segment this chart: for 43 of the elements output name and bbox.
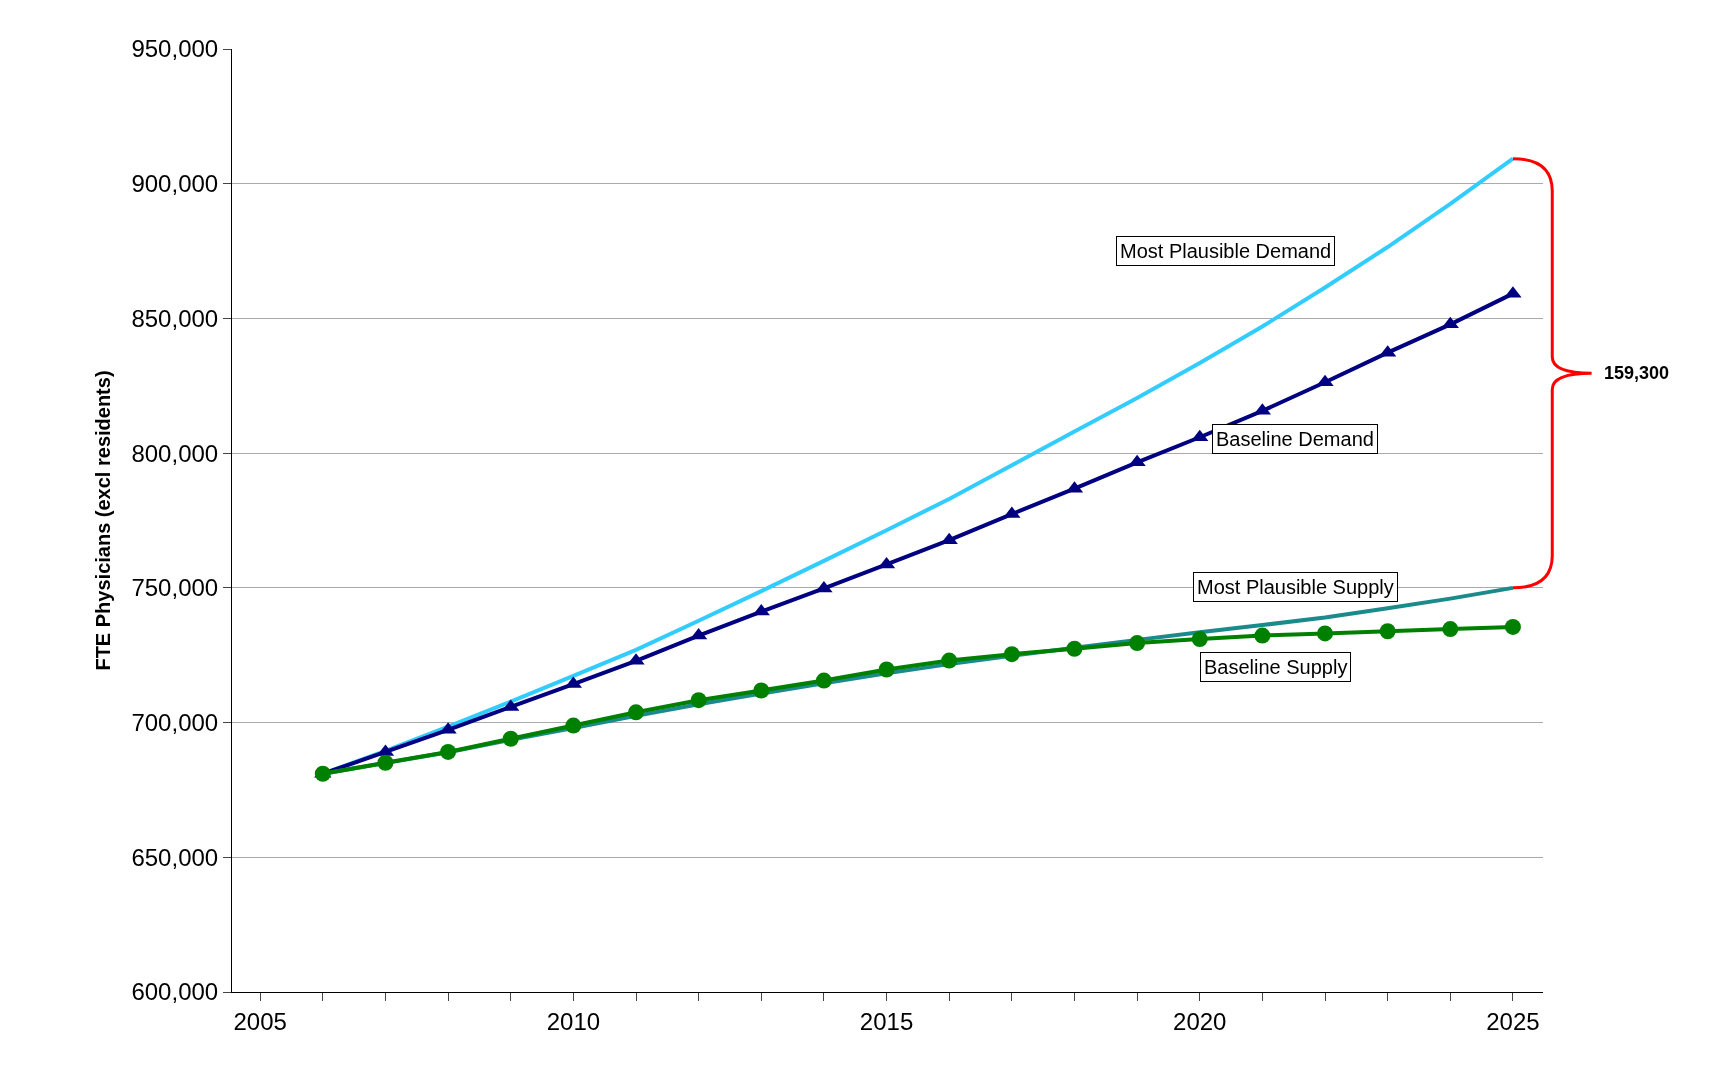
point	[1442, 621, 1459, 638]
y-tick-label: 800,000	[131, 439, 219, 467]
x-tick-label: 2025	[1486, 1007, 1540, 1035]
point	[941, 652, 958, 669]
point	[815, 672, 832, 689]
text: 159,300	[1604, 363, 1670, 383]
point	[1441, 316, 1459, 329]
point	[1504, 618, 1521, 635]
point	[377, 754, 394, 771]
series-label: Most Plausible Demand	[1120, 240, 1332, 262]
point	[314, 765, 331, 782]
x-tick-label: 2020	[1173, 1007, 1227, 1035]
point	[753, 682, 770, 699]
point	[1129, 635, 1146, 652]
y-tick-label: 750,000	[131, 574, 219, 602]
y-tick-label: 600,000	[131, 978, 219, 1006]
point	[440, 743, 457, 760]
x-tick-label: 2005	[233, 1007, 287, 1035]
point	[878, 661, 895, 678]
x-tick-label: 2010	[546, 1007, 601, 1035]
point	[815, 580, 833, 593]
point	[1316, 374, 1334, 387]
y-tick-label: 650,000	[131, 843, 219, 871]
point	[1066, 640, 1083, 657]
point	[1317, 625, 1334, 642]
point	[1191, 631, 1208, 648]
y-axis-title: FTE Physicians (excl residents)	[91, 370, 114, 671]
series-label: Most Plausible Supply	[1197, 576, 1394, 598]
point	[1379, 623, 1396, 640]
point	[1254, 627, 1271, 644]
point	[1003, 646, 1020, 663]
y-tick-label: 850,000	[131, 304, 219, 332]
point	[690, 692, 707, 709]
series-label: Baseline Demand	[1216, 428, 1374, 450]
y-tick-label: 950,000	[131, 35, 219, 63]
y-tick-label: 700,000	[131, 708, 219, 736]
point	[502, 730, 519, 747]
point	[565, 717, 582, 734]
point	[628, 704, 645, 721]
y-tick-label: 900,000	[131, 170, 219, 198]
series-label: Baseline Supply	[1204, 656, 1348, 678]
x-tick-label: 2015	[859, 1007, 914, 1035]
point	[1128, 454, 1146, 467]
